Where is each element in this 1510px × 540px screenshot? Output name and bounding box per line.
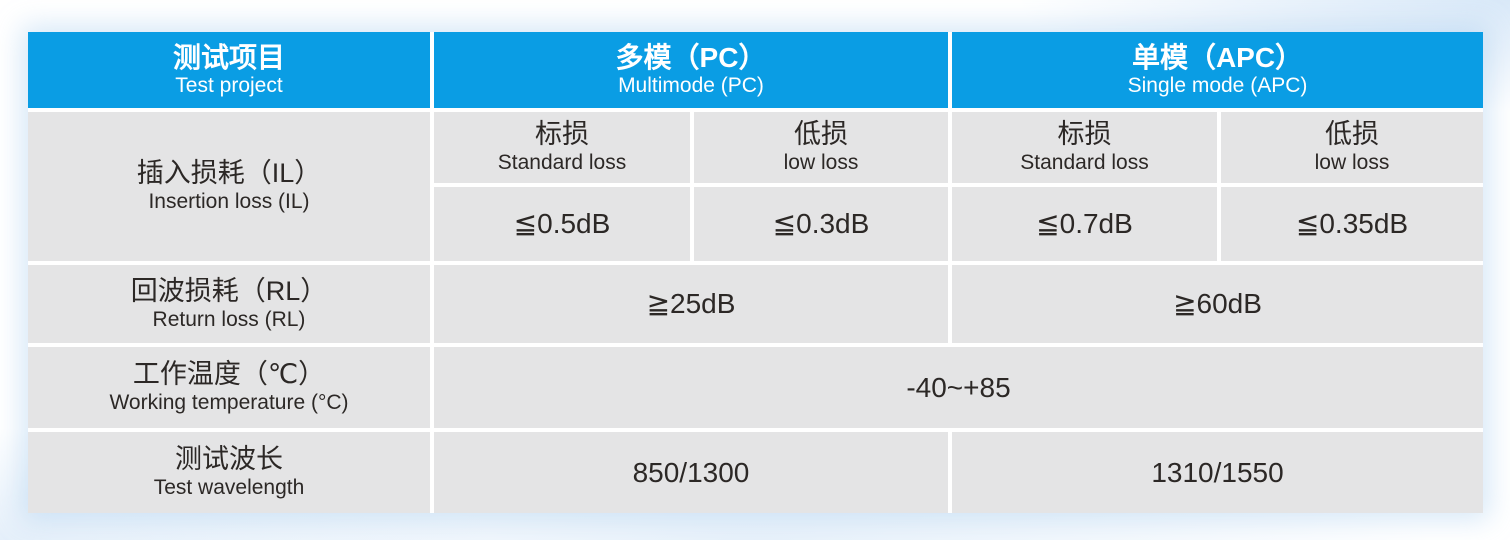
return-loss-label-en: Return loss (RL) xyxy=(152,307,306,331)
row-label-working-temperature: 工作温度（℃） Working temperature (°C) xyxy=(28,347,430,428)
subheader-zh: 标损 xyxy=(1057,119,1112,150)
value-wavelength-multimode: 850/1300 xyxy=(434,432,948,513)
header-test-project-en: Test project xyxy=(175,74,283,98)
value-il-sm-low: ≦0.35dB xyxy=(1221,187,1483,261)
value-text: -40~+85 xyxy=(906,371,1011,403)
subheader-zh: 低损 xyxy=(794,119,848,150)
subheader-en: low loss xyxy=(783,151,859,175)
subheader-en: Standard loss xyxy=(497,151,627,175)
subheader-sm-low-loss: 低损 low loss xyxy=(1221,112,1483,183)
value-il-sm-standard: ≦0.7dB xyxy=(952,187,1217,261)
working-temperature-label-zh: 工作温度（℃） xyxy=(132,359,326,390)
value-text: ≧25dB xyxy=(646,288,736,320)
row-label-return-loss: 回波损耗（RL） Return loss (RL) xyxy=(28,265,430,343)
header-multimode-en: Multimode (PC) xyxy=(618,74,764,98)
value-text: ≦0.35dB xyxy=(1295,208,1409,240)
row-label-test-wavelength: 测试波长 Test wavelength xyxy=(28,432,430,513)
spec-table-container: 测试项目 Test project 多模（PC） Multimode (PC) … xyxy=(28,32,1483,513)
test-wavelength-label-en: Test wavelength xyxy=(153,476,305,500)
header-cell-test-project: 测试项目 Test project xyxy=(28,32,430,108)
subheader-zh: 标损 xyxy=(535,119,589,150)
insertion-loss-label-en: Insertion loss (IL) xyxy=(148,190,310,214)
row-label-insertion-loss: 插入损耗（IL） Insertion loss (IL) xyxy=(28,112,430,261)
subheader-sm-standard-loss: 标损 Standard loss xyxy=(952,112,1217,183)
value-text: 850/1300 xyxy=(632,456,750,488)
value-text: ≦0.7dB xyxy=(1036,208,1133,240)
test-wavelength-label-zh: 测试波长 xyxy=(175,444,283,475)
value-working-temperature: -40~+85 xyxy=(434,347,1483,428)
value-text: ≦0.3dB xyxy=(772,208,870,240)
value-wavelength-singlemode: 1310/1550 xyxy=(952,432,1483,513)
value-text: ≧60dB xyxy=(1173,288,1262,320)
subheader-mm-low-loss: 低损 low loss xyxy=(694,112,948,183)
header-cell-multimode-pc: 多模（PC） Multimode (PC) xyxy=(434,32,948,108)
value-rl-multimode: ≧25dB xyxy=(434,265,948,343)
header-test-project-zh: 测试项目 xyxy=(172,42,285,74)
value-text: 1310/1550 xyxy=(1151,456,1284,488)
value-il-mm-low: ≦0.3dB xyxy=(694,187,948,261)
insertion-loss-label-zh: 插入损耗（IL） xyxy=(136,158,322,189)
subheader-en: Standard loss xyxy=(1020,151,1149,175)
header-multimode-zh: 多模（PC） xyxy=(615,42,767,74)
fiber-test-spec-table: 测试项目 Test project 多模（PC） Multimode (PC) … xyxy=(28,32,1483,513)
value-text: ≦0.5dB xyxy=(513,208,611,240)
header-singlemode-en: Single mode (APC) xyxy=(1127,74,1308,98)
working-temperature-label-en: Working temperature (°C) xyxy=(109,391,349,415)
subheader-mm-standard-loss: 标损 Standard loss xyxy=(434,112,690,183)
header-cell-singlemode-apc: 单模（APC） Single mode (APC) xyxy=(952,32,1483,108)
subheader-en: low loss xyxy=(1314,151,1390,175)
value-rl-singlemode: ≧60dB xyxy=(952,265,1483,343)
subheader-zh: 低损 xyxy=(1325,119,1379,150)
header-singlemode-zh: 单模（APC） xyxy=(1131,42,1304,74)
return-loss-label-zh: 回波损耗（RL） xyxy=(130,275,328,306)
value-il-mm-standard: ≦0.5dB xyxy=(434,187,690,261)
